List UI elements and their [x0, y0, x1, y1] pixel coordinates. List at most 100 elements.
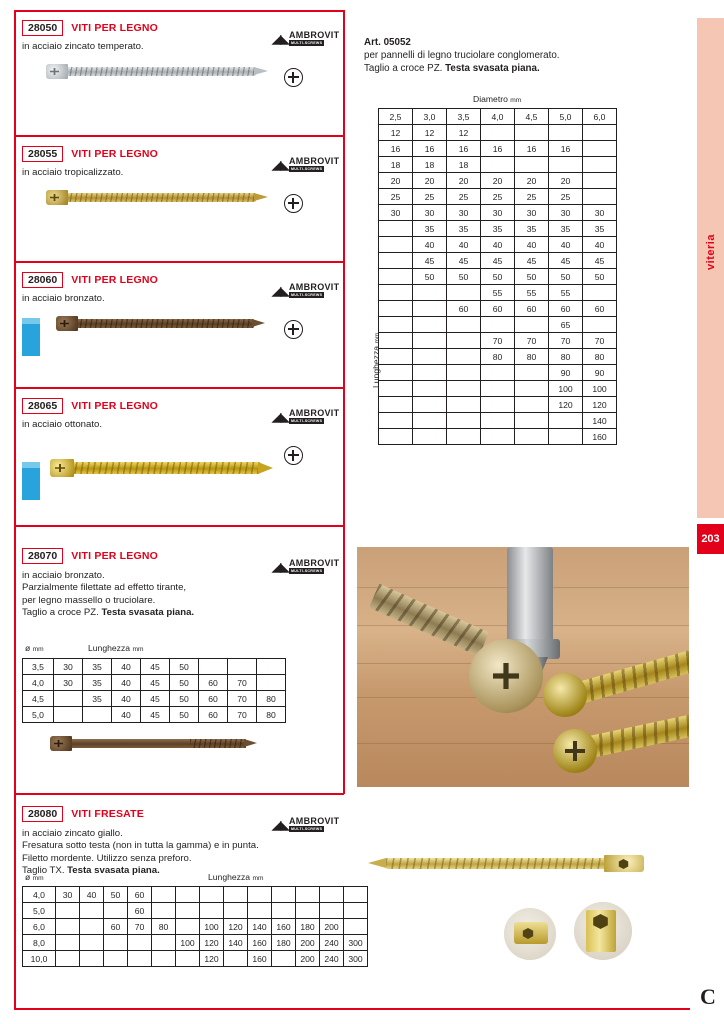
brand-sub: MULTI-SCREWS	[289, 39, 325, 46]
table-row-diameter: 10,0	[22, 950, 56, 967]
table-main-header-label: Diametro mm	[473, 94, 521, 104]
side-tab-label: viteria	[705, 234, 717, 270]
ambrovit-mark-icon: ◢◣	[272, 560, 289, 574]
table-cell: 16	[514, 140, 549, 157]
table-cell: 30	[55, 886, 80, 903]
table-row: 70 70 70 70	[378, 332, 617, 349]
table-cell	[446, 380, 481, 397]
table-cell	[378, 252, 413, 269]
section-header-28050: 28050 VITI PER LEGNO	[22, 19, 158, 36]
table-cell: 180	[295, 918, 320, 935]
section-code: 28070	[22, 547, 64, 564]
table-cell	[446, 316, 481, 333]
table-cell: 70	[227, 690, 257, 707]
table-cell: 50	[169, 706, 199, 723]
rule-top-left	[14, 10, 344, 12]
page-number: 203	[697, 524, 724, 554]
table-cell: 140	[223, 934, 248, 951]
table-main-col-header: 6,0	[582, 108, 617, 125]
table-cell	[175, 886, 200, 903]
table-cell: 25	[548, 188, 583, 205]
table-cell: 80	[151, 918, 176, 935]
table-cell	[378, 428, 413, 445]
desc-line-3: Filetto mordente. Utilizzo senza preforo…	[22, 852, 192, 864]
table-cell: 90	[582, 364, 617, 381]
table-cell: 80	[256, 690, 286, 707]
rule-bottom	[14, 1008, 690, 1010]
table-cell: 30	[548, 204, 583, 221]
table-cell: 60	[198, 674, 228, 691]
table-row: 4,5 35 40 45 50 60 70 80	[22, 690, 286, 707]
table-cell: 40	[514, 236, 549, 253]
table-cell	[582, 188, 617, 205]
table-row-diameter: 4,0	[22, 674, 54, 691]
table-cell: 50	[169, 674, 199, 691]
table-row: 8,0 100 120 140 160 180 200 240 300	[22, 934, 368, 951]
lunghezza-unit: mm	[132, 646, 144, 653]
table-cell: 35	[514, 220, 549, 237]
table-cell: 80	[514, 348, 549, 365]
table-cell	[412, 428, 447, 445]
table-cell: 80	[548, 348, 583, 365]
table-cell: 18	[446, 156, 481, 173]
table-cell: 100	[548, 380, 583, 397]
table-cell: 35	[446, 220, 481, 237]
table-cell: 25	[480, 188, 515, 205]
table-row: 3,5 30 35 40 45 50	[22, 658, 286, 675]
table-cell	[343, 918, 368, 935]
ambrovit-mark-icon: ◢◣	[272, 284, 289, 298]
section-header-28055: 28055 VITI PER LEGNO	[22, 145, 158, 162]
table-cell	[227, 658, 257, 675]
side-tab-band: viteria	[697, 18, 724, 518]
table-row: 16 16 16 16 16 16	[378, 140, 617, 157]
table-row: 80 80 80 80	[378, 348, 617, 365]
table-cell	[446, 412, 481, 429]
detail-photo-tip	[504, 908, 556, 960]
table-cell	[53, 706, 83, 723]
table-cell	[412, 300, 447, 317]
table-row: 50 50 50 50 50 50	[378, 268, 617, 285]
table-cell	[175, 918, 200, 935]
table-cell: 40	[548, 236, 583, 253]
brand-sub: MULTI-SCREWS	[289, 417, 325, 424]
table-cell: 40	[412, 236, 447, 253]
table-cell: 45	[582, 252, 617, 269]
table-cell: 240	[319, 934, 344, 951]
table-cell	[175, 902, 200, 919]
section-desc-28065: in acciaio ottonato.	[22, 419, 103, 430]
table-cell: 30	[582, 204, 617, 221]
brand-logo-28070: ◢◣ AMBROVIT MULTI-SCREWS	[272, 558, 339, 578]
table-cell	[480, 124, 515, 141]
table-cell	[79, 902, 104, 919]
desc-line-4-plain: Taglio a croce PZ.	[22, 607, 99, 619]
table-row: 30 30 30 30 30 30 30	[378, 204, 617, 221]
brand-logo-28055: ◢◣ AMBROVIT MULTI-SCREWS	[272, 156, 339, 176]
pz-drive-icon	[284, 194, 303, 213]
table-cell: 20	[412, 172, 447, 189]
table-cell: 55	[480, 284, 515, 301]
section-title: VITI PER LEGNO	[71, 273, 159, 286]
table-28070-corner: ø mm	[25, 643, 44, 653]
table-cell	[446, 348, 481, 365]
table-cell: 16	[446, 140, 481, 157]
table-cell: 45	[514, 252, 549, 269]
table-row-diameter: 5,0	[22, 706, 54, 723]
table-cell	[412, 396, 447, 413]
table-cell	[548, 428, 583, 445]
brand-name: AMBROVIT	[289, 30, 340, 40]
desc-line-4-bold: Testa svasata piana.	[101, 607, 195, 619]
table-row: 45 45 45 45 45 45	[378, 252, 617, 269]
brand-logo-28080: ◢◣ AMBROVIT MULTI-SCREWS	[272, 816, 339, 836]
table-cell: 45	[480, 252, 515, 269]
table-cell	[514, 396, 549, 413]
table-cell: 30	[514, 204, 549, 221]
section-title: VITI PER LEGNO	[71, 21, 159, 34]
table-cell: 55	[514, 284, 549, 301]
section-title: VITI FRESATE	[71, 807, 144, 820]
art-line3: Taglio a croce PZ. Testa svasata piana.	[364, 62, 664, 75]
table-main-col-header: 5,0	[548, 108, 583, 125]
table-cell: 16	[548, 140, 583, 157]
table-cell: 160	[247, 934, 272, 951]
table-cell	[446, 396, 481, 413]
table-cell: 40	[111, 674, 141, 691]
